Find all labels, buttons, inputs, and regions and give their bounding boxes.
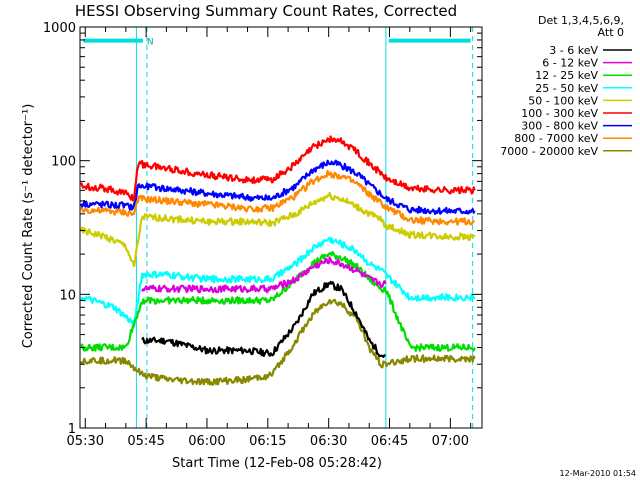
x-tick-label: 05:45	[127, 434, 164, 449]
series-line	[80, 298, 476, 386]
legend-header: Det 1,3,4,5,6,9,	[538, 14, 624, 27]
legend-entry-label: 7000 - 20000 keV	[500, 145, 598, 158]
legend-entry-label: 800 - 7000 keV	[514, 132, 598, 145]
x-tick-label: 06:15	[249, 434, 286, 449]
legend-entry-label: 25 - 50 keV	[535, 82, 598, 95]
legend-entry-label: 3 - 6 keV	[549, 44, 598, 57]
x-axis-label: Start Time (12-Feb-08 05:28:42)	[172, 456, 382, 471]
legend-entry-label: 50 - 100 keV	[528, 94, 598, 107]
series-line	[80, 191, 476, 268]
timestamp: 12-Mar-2010 01:54	[560, 469, 637, 478]
series-line	[80, 236, 476, 329]
x-tick-label: 06:30	[310, 434, 347, 449]
y-tick-label: 1000	[43, 21, 76, 36]
x-tick-label: 06:00	[188, 434, 225, 449]
series-line	[80, 169, 476, 226]
flag-label: N	[147, 38, 154, 48]
legend-entry-label: 100 - 300 keV	[521, 107, 598, 120]
legend-header: Att 0	[598, 26, 624, 39]
series-line	[80, 159, 476, 215]
y-axis-label: Corrected Count Rate (s⁻¹ detector⁻¹)	[21, 104, 36, 349]
series-line	[80, 251, 476, 352]
series-line	[80, 135, 476, 202]
y-tick-label: 100	[51, 155, 76, 170]
plot-frame	[79, 26, 483, 429]
x-tick-label: 07:00	[432, 434, 469, 449]
x-tick-label: 05:30	[67, 434, 104, 449]
series-line	[141, 280, 386, 358]
y-tick-label: 10	[59, 288, 76, 303]
legend-entry-label: 300 - 800 keV	[521, 120, 598, 133]
x-tick-label: 06:45	[371, 434, 408, 449]
series-line	[141, 256, 387, 294]
legend-entry-label: 12 - 25 keV	[535, 69, 598, 82]
plot-area: N 1 10 100 1000 05:30 05:45 06:00 06:15 06:30 06:4…	[43, 21, 483, 449]
y-tick-label: 1	[68, 422, 76, 437]
legend-entry-label: 6 - 12 keV	[542, 57, 598, 70]
chart-title: HESSI Observing Summary Count Rates, Cor…	[75, 2, 457, 20]
